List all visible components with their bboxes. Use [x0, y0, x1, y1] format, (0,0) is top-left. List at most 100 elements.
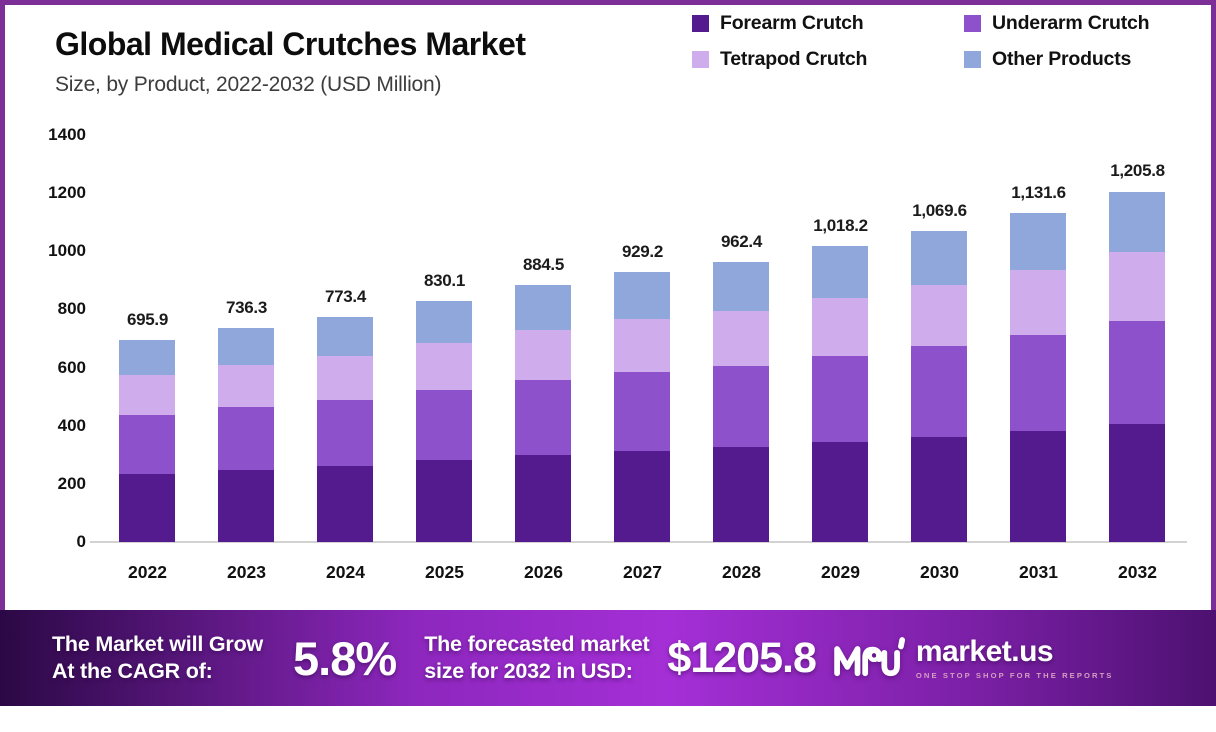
total-label-2032: 1,205.8 — [1110, 161, 1165, 181]
legend-swatch-icon — [964, 51, 981, 68]
legend: Forearm Crutch Underarm Crutch Tetrapod Cr… — [692, 12, 1150, 71]
segment-tetrapod-crutch-2028 — [713, 310, 769, 366]
frame-border-top — [0, 0, 1216, 5]
x-axis-label-2023: 2023 — [227, 562, 266, 582]
page-subtitle: Size, by Product, 2022-2032 (USD Million… — [55, 73, 442, 96]
segment-forearm-crutch-2022 — [119, 473, 175, 542]
x-axis-label-2028: 2028 — [722, 562, 761, 582]
x-axis-label-2031: 2031 — [1019, 562, 1058, 582]
segment-underarm-crutch-2022 — [119, 414, 175, 474]
segment-tetrapod-crutch-2029 — [812, 297, 868, 356]
segment-underarm-crutch-2029 — [812, 355, 868, 442]
segment-forearm-crutch-2031 — [1010, 430, 1066, 542]
cagr-label-line2: At the CAGR of: — [52, 659, 213, 683]
stacked-bar-2031 — [1010, 213, 1066, 542]
segment-forearm-crutch-2025 — [416, 460, 472, 542]
segment-underarm-crutch-2032 — [1109, 321, 1165, 424]
marketus-logo-icon — [832, 628, 906, 689]
bar-group-2032: 1,205.8 — [1088, 135, 1187, 542]
x-axis-label-2032: 2032 — [1118, 562, 1157, 582]
y-axis-tick: 1200 — [48, 183, 86, 203]
stacked-bar-2030 — [911, 231, 967, 542]
legend-label: Other Products — [992, 48, 1132, 70]
bar-group-2024: 773.4 — [296, 135, 395, 542]
segment-other-products-2023 — [218, 327, 274, 366]
stacked-bar-2023 — [218, 327, 274, 542]
segment-forearm-crutch-2027 — [614, 450, 670, 542]
bar-group-2022: 695.9 — [98, 135, 197, 542]
legend-swatch-icon — [692, 15, 709, 32]
total-label-2025: 830.1 — [423, 270, 466, 290]
legend-item-1: Forearm Crutch — [692, 12, 964, 35]
x-axis-label-2027: 2027 — [623, 562, 662, 582]
x-axis-label-2026: 2026 — [524, 562, 563, 582]
x-axis-label-2029: 2029 — [821, 562, 860, 582]
total-label-2024: 773.4 — [324, 287, 367, 307]
stacked-bar-2029 — [812, 246, 868, 542]
bar-group-2025: 830.1 — [395, 135, 494, 542]
legend-item-2: Underarm Crutch — [964, 12, 1150, 35]
segment-tetrapod-crutch-2022 — [119, 374, 175, 415]
segment-forearm-crutch-2030 — [911, 436, 967, 542]
y-axis-tick: 0 — [76, 532, 86, 551]
y-axis-tick: 400 — [57, 415, 86, 435]
legend-swatch-icon — [692, 51, 709, 68]
stacked-bar-2026 — [515, 284, 571, 542]
segment-tetrapod-crutch-2030 — [911, 285, 967, 347]
total-label-2027: 929.2 — [621, 241, 664, 261]
x-axis-label-2030: 2030 — [920, 562, 959, 582]
segment-tetrapod-crutch-2023 — [218, 365, 274, 408]
segment-tetrapod-crutch-2027 — [614, 318, 670, 372]
cagr-value: 5.8% — [293, 631, 397, 685]
footer-banner: The Market will Grow At the CAGR of: 5.8… — [0, 610, 1216, 706]
legend-label: Forearm Crutch — [720, 12, 864, 34]
y-axis-tick: 1400 — [48, 125, 86, 144]
segment-other-products-2031 — [1010, 213, 1066, 271]
segment-underarm-crutch-2031 — [1010, 334, 1066, 431]
legend-item-4: Other Products — [964, 48, 1149, 71]
segment-tetrapod-crutch-2031 — [1010, 270, 1066, 335]
x-axis-labels: 2022 2023 2024 2025 2026 2027 2028 2029 2030 2031… — [98, 562, 1187, 583]
segment-forearm-crutch-2028 — [713, 447, 769, 542]
segment-underarm-crutch-2024 — [317, 400, 373, 467]
bar-group-2028: 962.4 — [692, 135, 791, 542]
brand-tagline: ONE STOP SHOP FOR THE REPORTS — [915, 670, 1114, 680]
segment-forearm-crutch-2029 — [812, 441, 868, 542]
stacked-bar-2027 — [614, 271, 670, 542]
legend-swatch-icon — [964, 15, 981, 32]
bar-group-2023: 736.3 — [197, 135, 296, 542]
segment-forearm-crutch-2032 — [1109, 423, 1165, 542]
total-label-2030: 1,069.6 — [912, 201, 967, 221]
segment-underarm-crutch-2025 — [416, 389, 472, 461]
bars-container: 695.9 736.3 773.4 830.1 884.5 929.2 962.4 1,018… — [98, 135, 1187, 542]
segment-tetrapod-crutch-2026 — [515, 329, 571, 381]
segment-other-products-2032 — [1109, 191, 1165, 253]
cagr-label: The Market will Grow At the CAGR of: — [52, 631, 263, 684]
page-title: Global Medical Crutches Market — [55, 26, 526, 62]
stacked-bar-2025 — [416, 300, 472, 542]
cagr-label-line1: The Market will Grow — [52, 632, 264, 657]
stacked-bar-2028 — [713, 262, 769, 542]
stacked-bar-2032 — [1109, 191, 1165, 542]
brand-block: market.us ONE STOP SHOP FOR THE REPORTS — [915, 634, 1114, 680]
x-axis-label-2024: 2024 — [326, 562, 365, 582]
legend-label: Underarm Crutch — [992, 12, 1150, 34]
segment-other-products-2022 — [119, 339, 175, 375]
segment-other-products-2026 — [515, 284, 571, 330]
y-axis-tick: 1000 — [48, 241, 86, 261]
segment-other-products-2029 — [812, 246, 868, 298]
plot-area: 695.9 736.3 773.4 830.1 884.5 929.2 962.4 1,018… — [90, 135, 1187, 543]
forecast-label-line1: The forecasted market — [424, 632, 650, 657]
total-label-2022: 695.9 — [126, 309, 169, 329]
chart-header: Global Medical Crutches Market Size, by … — [55, 26, 675, 97]
frame-border-right — [1211, 0, 1216, 612]
forecast-label-line2: size for 2032 in USD: — [424, 659, 633, 683]
segment-forearm-crutch-2023 — [218, 469, 274, 542]
segment-tetrapod-crutch-2032 — [1109, 252, 1165, 322]
segment-underarm-crutch-2028 — [713, 365, 769, 448]
forecast-label: The forecasted market size for 2032 in U… — [424, 631, 649, 684]
brand-name: market.us — [915, 634, 1054, 668]
bar-group-2027: 929.2 — [593, 135, 692, 542]
segment-underarm-crutch-2026 — [515, 380, 571, 456]
